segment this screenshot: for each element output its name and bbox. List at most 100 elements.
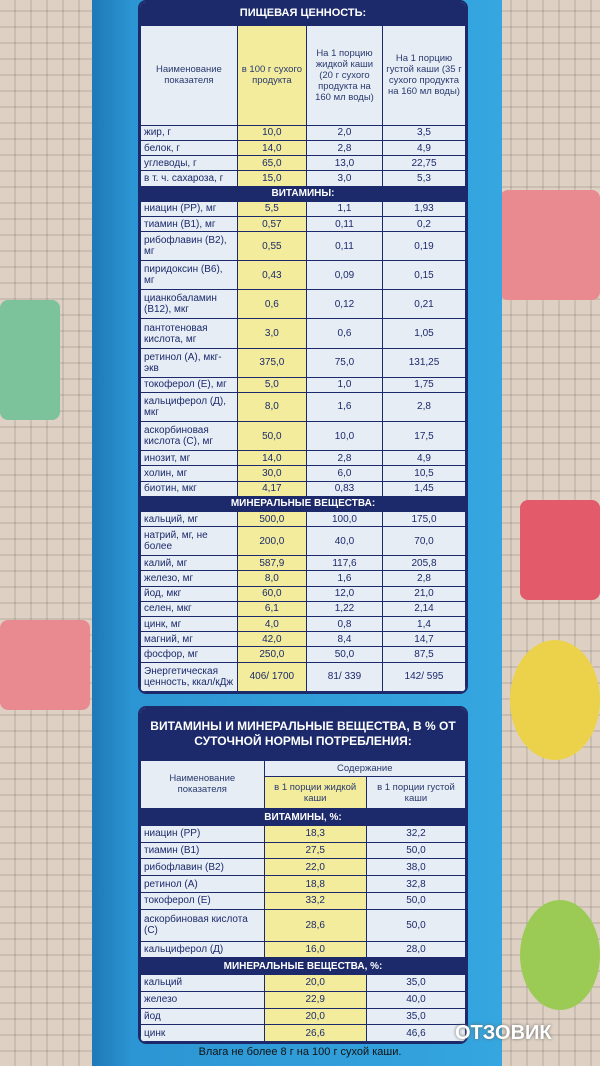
value-cell: 75,0 bbox=[305, 347, 384, 378]
value-cell: 587,9 bbox=[236, 555, 307, 572]
value-cell: 1,22 bbox=[305, 600, 384, 617]
nutrition-table: ПИЩЕВАЯ ЦЕННОСТЬ: Наименование показателя… bbox=[140, 2, 466, 692]
data-row: ретинол (А), мкг-экв 375,0 75,0 131,25 bbox=[140, 347, 466, 378]
name-cell: инозит, мг bbox=[140, 450, 238, 467]
column-header: На 1 порцию густой каши (35 г сухого про… bbox=[382, 24, 466, 126]
data-row: цианкобаламин (B12), мкг 0,6 0,12 0,21 bbox=[140, 289, 466, 320]
data-row: рибофлавин (B2), мг 0,55 0,11 0,19 bbox=[140, 231, 466, 262]
value-cell: 5,0 bbox=[236, 376, 307, 393]
name-cell: кальций, мг bbox=[140, 510, 238, 528]
data-row: железо, мг 8,0 1,6 2,8 bbox=[140, 570, 466, 587]
value-cell: 14,0 bbox=[236, 450, 307, 467]
title-row: ПИЩЕВАЯ ЦЕННОСТЬ: bbox=[140, 2, 466, 26]
value-cell: 1,4 bbox=[382, 615, 466, 633]
value-cell: 70,0 bbox=[382, 526, 466, 557]
data-row: тиамин (B1) 27,5 50,0 bbox=[140, 841, 466, 860]
name-cell: натрий, мг, не более bbox=[140, 526, 238, 557]
value-cell: 28,0 bbox=[365, 940, 466, 959]
value-cell: 87,5 bbox=[382, 646, 466, 663]
value-cell: 205,8 bbox=[382, 555, 466, 572]
value-cell: 0,19 bbox=[382, 231, 466, 262]
data-row: калий, мг 587,9 117,6 205,8 bbox=[140, 555, 466, 572]
value-cell: 35,0 bbox=[365, 974, 466, 992]
name-cell: биотин, мкг bbox=[140, 480, 238, 497]
name-cell: железо bbox=[140, 990, 265, 1009]
background-pattern bbox=[520, 500, 600, 600]
value-cell: 16,0 bbox=[263, 940, 367, 959]
data-row: углеводы, г 65,0 13,0 22,75 bbox=[140, 155, 466, 172]
name-cell: пиридоксин (B6), мг bbox=[140, 260, 238, 291]
data-row: белок, г 14,0 2,8 4,9 bbox=[140, 139, 466, 157]
data-row: натрий, мг, не более 200,0 40,0 70,0 bbox=[140, 526, 466, 557]
section-row: ВИТАМИНЫ, %: bbox=[140, 808, 466, 827]
daily-table: ВИТАМИНЫ И МИНЕРАЛЬНЫЕ ВЕЩЕСТВА, В % ОТ … bbox=[140, 708, 466, 1042]
value-cell: 14,7 bbox=[382, 631, 466, 648]
name-cell: токоферол (Е) bbox=[140, 891, 265, 910]
value-cell: 0,83 bbox=[305, 480, 384, 497]
table-title: ПИЩЕВАЯ ЦЕННОСТЬ: bbox=[140, 2, 466, 26]
value-cell: 10,0 bbox=[305, 421, 384, 452]
value-cell: 1,45 bbox=[382, 480, 466, 497]
value-cell: 131,25 bbox=[382, 347, 466, 378]
value-cell: 38,0 bbox=[365, 858, 466, 877]
footer-note: Влага не более 8 г на 100 г сухой каши. bbox=[198, 1046, 402, 1058]
value-cell: 2,8 bbox=[382, 570, 466, 587]
value-cell: 1,6 bbox=[305, 570, 384, 587]
value-cell: 3,5 bbox=[382, 124, 466, 141]
value-cell: 142/ 595 bbox=[382, 661, 466, 692]
value-cell: 2,0 bbox=[305, 124, 384, 141]
value-cell: 60,0 bbox=[236, 585, 307, 602]
value-cell: 20,0 bbox=[263, 1007, 367, 1026]
section-title: ВИТАМИНЫ: bbox=[140, 185, 466, 202]
value-cell: 0,12 bbox=[305, 289, 384, 320]
name-cell: ниацин (PP) bbox=[140, 825, 265, 843]
name-cell: селен, мкг bbox=[140, 600, 238, 617]
data-row: аскорбиновая кислота (С), мг 50,0 10,0 17,5 bbox=[140, 421, 466, 452]
value-cell: 50,0 bbox=[365, 891, 466, 910]
data-row: в т. ч. сахароза, г 15,0 3,0 5,3 bbox=[140, 170, 466, 187]
value-cell: 2,8 bbox=[382, 391, 466, 423]
value-cell: 50,0 bbox=[236, 421, 307, 452]
value-cell: 1,0 bbox=[305, 376, 384, 393]
name-cell: ретинол (А) bbox=[140, 875, 265, 893]
name-cell: рибофлавин (B2) bbox=[140, 858, 265, 877]
data-row: кальциферол (Д) 16,0 28,0 bbox=[140, 940, 466, 959]
name-cell: углеводы, г bbox=[140, 155, 238, 172]
name-cell: железо, мг bbox=[140, 570, 238, 587]
name-cell: цианкобаламин (B12), мкг bbox=[140, 289, 238, 320]
value-cell: 81/ 339 bbox=[305, 661, 384, 692]
value-cell: 10,0 bbox=[236, 124, 307, 141]
watermark: ОТЗОВИК bbox=[455, 1022, 552, 1044]
data-row: железо 22,9 40,0 bbox=[140, 990, 466, 1009]
value-cell: 0,8 bbox=[305, 615, 384, 633]
data-row: селен, мкг 6,1 1,22 2,14 bbox=[140, 600, 466, 617]
data-row: кальций 20,0 35,0 bbox=[140, 974, 466, 992]
section-title: МИНЕРАЛЬНЫЕ ВЕЩЕСТВА, %: bbox=[140, 957, 466, 976]
value-cell: 22,9 bbox=[263, 990, 367, 1009]
header-row: Наименование показателя в 100 г сухого пр… bbox=[140, 24, 466, 126]
value-cell: 50,0 bbox=[365, 841, 466, 860]
name-cell: Энергетическая ценность, ккал/кДж bbox=[140, 661, 238, 692]
value-cell: 46,6 bbox=[365, 1024, 466, 1042]
value-cell: 0,09 bbox=[305, 260, 384, 291]
value-cell: 1,93 bbox=[382, 200, 466, 217]
value-cell: 40,0 bbox=[305, 526, 384, 557]
data-row: фосфор, мг 250,0 50,0 87,5 bbox=[140, 646, 466, 663]
name-cell: холин, мг bbox=[140, 465, 238, 482]
subheader-row: в 1 порции жидкой каши в 1 порции густой … bbox=[141, 776, 466, 810]
data-row: йод 20,0 35,0 bbox=[140, 1007, 466, 1026]
value-cell: 28,6 bbox=[263, 908, 367, 942]
value-cell: 10,5 bbox=[382, 465, 466, 482]
name-cell: тиамин (B1), мг bbox=[140, 215, 238, 233]
name-cell: цинк, мг bbox=[140, 615, 238, 633]
value-cell: 117,6 bbox=[305, 555, 384, 572]
value-cell: 1,6 bbox=[305, 391, 384, 423]
value-cell: 0,15 bbox=[382, 260, 466, 291]
value-cell: 30,0 bbox=[236, 465, 307, 482]
value-cell: 0,11 bbox=[305, 231, 384, 262]
value-cell: 375,0 bbox=[236, 347, 307, 378]
data-row: токоферол (Е) 33,2 50,0 bbox=[140, 891, 466, 910]
data-row: холин, мг 30,0 6,0 10,5 bbox=[140, 465, 466, 482]
value-cell: 0,57 bbox=[236, 215, 307, 233]
